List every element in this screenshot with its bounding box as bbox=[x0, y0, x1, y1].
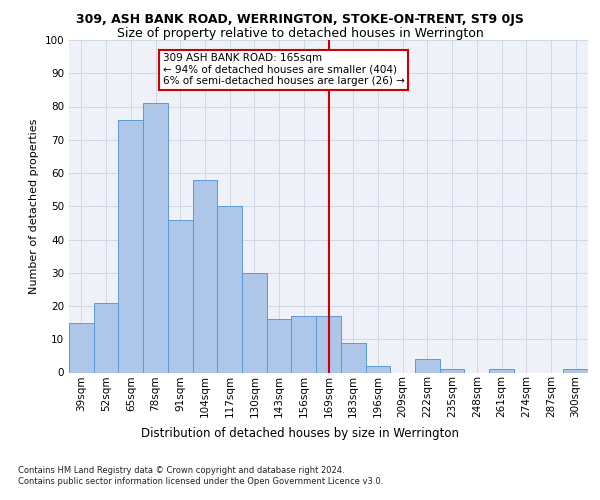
Text: Contains public sector information licensed under the Open Government Licence v3: Contains public sector information licen… bbox=[18, 477, 383, 486]
Text: 309 ASH BANK ROAD: 165sqm
← 94% of detached houses are smaller (404)
6% of semi-: 309 ASH BANK ROAD: 165sqm ← 94% of detac… bbox=[163, 54, 405, 86]
Bar bbox=[489, 369, 514, 372]
Bar bbox=[267, 320, 292, 372]
Text: Contains HM Land Registry data © Crown copyright and database right 2024.: Contains HM Land Registry data © Crown c… bbox=[18, 466, 344, 475]
Bar bbox=[365, 366, 390, 372]
Bar bbox=[94, 302, 118, 372]
Bar bbox=[563, 369, 588, 372]
Y-axis label: Number of detached properties: Number of detached properties bbox=[29, 118, 39, 294]
Bar bbox=[69, 322, 94, 372]
Bar bbox=[440, 369, 464, 372]
Text: 309, ASH BANK ROAD, WERRINGTON, STOKE-ON-TRENT, ST9 0JS: 309, ASH BANK ROAD, WERRINGTON, STOKE-ON… bbox=[76, 12, 524, 26]
Bar bbox=[316, 316, 341, 372]
Bar bbox=[168, 220, 193, 372]
Bar bbox=[292, 316, 316, 372]
Bar bbox=[341, 342, 365, 372]
Bar bbox=[415, 359, 440, 372]
Bar bbox=[143, 103, 168, 372]
Bar bbox=[118, 120, 143, 372]
Bar bbox=[217, 206, 242, 372]
Text: Distribution of detached houses by size in Werrington: Distribution of detached houses by size … bbox=[141, 428, 459, 440]
Bar bbox=[193, 180, 217, 372]
Text: Size of property relative to detached houses in Werrington: Size of property relative to detached ho… bbox=[116, 28, 484, 40]
Bar bbox=[242, 273, 267, 372]
